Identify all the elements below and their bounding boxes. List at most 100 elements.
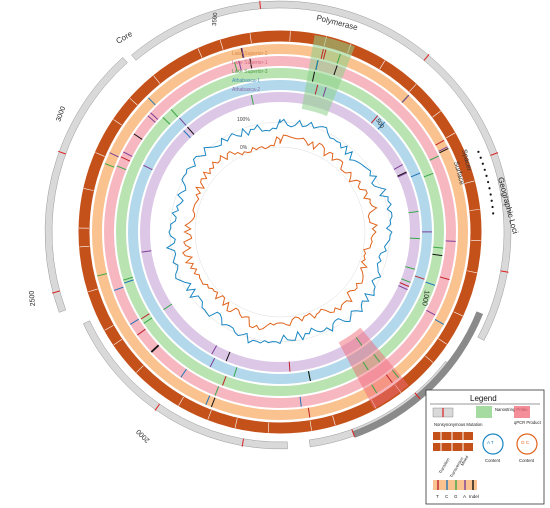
backbone-tick (309, 420, 312, 431)
legend-nuc-C: C (445, 494, 449, 499)
nonsynonymous-tick (414, 392, 421, 400)
mutation-tick (439, 147, 449, 154)
mutation-tick (137, 328, 146, 336)
ring-label-lake-superior-3: Lake Superior-3 (232, 69, 268, 75)
mutation-tick (307, 407, 311, 418)
geographic-locus-dot (477, 150, 480, 153)
mutation-tick (425, 281, 436, 286)
nonsynonymous-tick (259, 0, 261, 9)
mutation-tick (123, 151, 133, 157)
mutation-tick (151, 345, 160, 353)
backbone-tick (197, 48, 203, 58)
mutation-tick (322, 49, 327, 60)
geographic-locus-dot (483, 168, 486, 171)
legend-nuc-T: T (436, 494, 439, 499)
probe-highlights (301, 35, 409, 409)
backbone-ring (78, 30, 482, 434)
legend-backbone-swatch (433, 432, 473, 440)
segment-label-core: Core (115, 29, 135, 46)
mutation-tick (147, 97, 156, 106)
geographic-locus-dot (479, 156, 482, 159)
mutation-tick (249, 58, 253, 69)
legend-nanostring-swatch (476, 406, 492, 418)
mutation-tick (129, 318, 139, 325)
mutation-tick (391, 369, 400, 379)
geographic-locus-dot (488, 187, 491, 190)
backbone-tick (438, 338, 447, 345)
sample-ring (92, 44, 468, 420)
at-content-line (165, 118, 393, 345)
nonsynonymous-tick (241, 438, 245, 447)
geographic-locus-dot (486, 180, 490, 184)
nonsynonymous-tick (58, 150, 66, 155)
mutation-tick (315, 60, 319, 71)
legend-gc-circle (516, 433, 538, 455)
position-label-2000: 2000 (135, 427, 151, 443)
mutation-tick (426, 309, 436, 316)
mutation-tick (210, 397, 216, 408)
mutation-tick (141, 250, 152, 253)
backbone-tick (129, 98, 138, 106)
mutation-tick (362, 361, 369, 371)
backbone-tick (464, 180, 475, 184)
backbone-tick (88, 288, 98, 293)
mutation-tick (393, 164, 403, 170)
sample-rings (92, 44, 468, 420)
mutation-tick (434, 319, 444, 325)
mutation-tick (397, 172, 408, 178)
mutation-tick (214, 386, 220, 396)
mutation-tick (150, 112, 159, 120)
mutation-tick (205, 395, 211, 405)
content-inner-guide (194, 146, 366, 318)
geographic-locus-dot (491, 205, 494, 209)
mutation-tick (433, 246, 444, 249)
mutation-tick (322, 87, 327, 97)
mutation-tick (311, 71, 316, 82)
mutation-tick (179, 117, 187, 126)
sample-ring (128, 80, 432, 384)
mutation-tick (399, 282, 410, 287)
nucleotide-content-plot (165, 118, 393, 345)
mutation-tick (238, 60, 242, 71)
backbone-tick (95, 152, 105, 157)
mutation-tick (377, 121, 386, 130)
sample-ring (140, 92, 420, 372)
backbone-tick (207, 410, 212, 420)
backbone-tick (153, 75, 161, 84)
mutation-tick (320, 48, 324, 59)
legend-gc-letters: G C (521, 440, 530, 445)
legend: Legend Nonsynonymous Mutation Nanostring… (425, 389, 545, 505)
nonsynonymous-tick (423, 53, 430, 61)
mutation-tick (104, 163, 115, 168)
mutation-tick (439, 276, 450, 281)
ring-label-athabasca-2: Athabasca-2 (232, 87, 260, 93)
legend-title: Legend (470, 394, 497, 403)
mutation-tick (241, 47, 245, 58)
mutation-tick (408, 210, 419, 214)
mutation-tick (410, 172, 421, 178)
qpcr-product-highlight (338, 327, 409, 409)
backbone-tick (409, 83, 417, 92)
mutation-tick (299, 396, 302, 407)
mutation-tick (150, 344, 159, 353)
backbone-tick (83, 188, 94, 191)
nanostring-probe-highlight (301, 35, 355, 117)
backbone-tick (466, 270, 477, 274)
mutation-marks (97, 47, 456, 418)
sample-ring (116, 68, 444, 396)
mutation-tick (162, 116, 171, 125)
backbone-tick (379, 60, 386, 70)
mutation-tick (120, 156, 131, 162)
mutation-tick (405, 266, 416, 270)
mutation-tick (288, 361, 291, 372)
backbone-tick (178, 396, 184, 406)
mutation-tick (307, 371, 311, 382)
mutation-tick (109, 152, 119, 158)
geographic-locus-dot (489, 193, 492, 196)
backbone-tick (267, 422, 270, 433)
legend-nanostring-label: Nanostring Probe (495, 407, 528, 412)
mutation-tick (116, 165, 127, 171)
mutation-tick (445, 240, 456, 242)
mutation-tick (333, 65, 338, 76)
